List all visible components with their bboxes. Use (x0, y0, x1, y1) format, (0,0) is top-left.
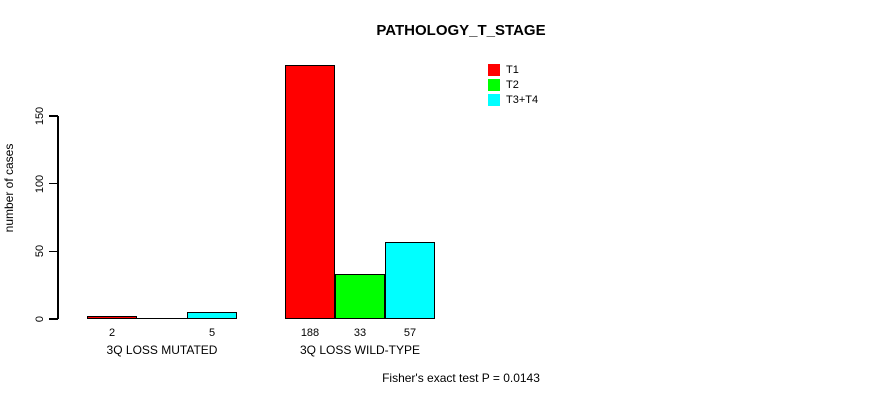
bar-t3-t4-3q-loss-mutated (187, 312, 237, 319)
bar-t1-3q-loss-mutated (87, 316, 137, 319)
bar-t2-3q-loss-mutated (137, 318, 187, 319)
bar-value-t3-t4-3q-loss-wild-type: 57 (403, 327, 417, 339)
bar-value-t1-3q-loss-wild-type: 188 (300, 327, 320, 339)
chart-title: PATHOLOGY_T_STAGE (376, 22, 546, 39)
legend-row-t1: T1 (488, 63, 519, 76)
legend-swatch-t2 (488, 78, 500, 91)
y-tick-150 (49, 115, 58, 117)
y-axis-line (57, 116, 59, 319)
legend-row-t3-t4: T3+T4 (488, 93, 538, 106)
y-tick-label-0: 0 (34, 315, 46, 323)
bar-t1-3q-loss-wild-type (285, 65, 335, 319)
y-tick-0 (49, 318, 58, 320)
pvalue-annotation: Fisher's exact test P = 0.0143 (382, 371, 540, 385)
category-label-3q-loss-wild-type: 3Q LOSS WILD-TYPE (299, 343, 421, 357)
bar-value-t3-t4-3q-loss-mutated: 5 (208, 327, 216, 339)
legend-label-t1: T1 (506, 63, 519, 76)
legend-row-t2: T2 (488, 78, 519, 91)
legend-label-t2: T2 (506, 78, 519, 91)
bar-value-t2-3q-loss-wild-type: 33 (353, 327, 367, 339)
category-label-3q-loss-mutated: 3Q LOSS MUTATED (106, 343, 218, 357)
bar-t2-3q-loss-wild-type (335, 274, 385, 319)
y-tick-label-100: 100 (34, 174, 46, 193)
legend-swatch-t1 (488, 63, 500, 76)
y-axis-label: number of cases (2, 143, 16, 233)
bar-t3-t4-3q-loss-wild-type (385, 242, 435, 319)
y-tick-50 (49, 250, 58, 253)
y-tick-label-50: 50 (34, 245, 46, 258)
legend-swatch-t3-t4 (488, 93, 500, 106)
y-tick-100 (49, 182, 58, 185)
bar-value-t1-3q-loss-mutated: 2 (108, 327, 116, 339)
legend-label-t3-t4: T3+T4 (506, 93, 539, 106)
y-tick-label-150: 150 (34, 106, 46, 126)
